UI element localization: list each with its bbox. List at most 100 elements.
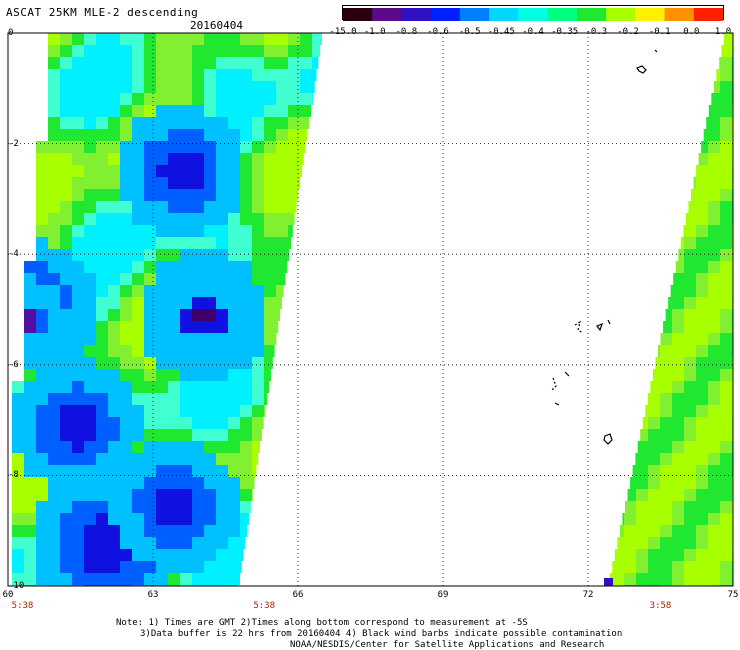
swath-cell: [48, 309, 60, 321]
swath-cell: [96, 345, 108, 357]
swath-cell: [252, 45, 264, 57]
swath-cell: [144, 285, 156, 297]
swath-cell: [252, 441, 261, 453]
swath-cell: [108, 345, 120, 357]
swath-cell: [192, 393, 204, 405]
swath-cell: [264, 237, 276, 249]
swath-cell: [168, 561, 180, 573]
swath-cell: [12, 393, 24, 405]
latitude-label: -8: [8, 470, 19, 481]
swath-cell: [96, 45, 108, 57]
swath-cell: [180, 525, 192, 537]
swath-cell: [96, 465, 108, 477]
swath-cell: [216, 369, 228, 381]
swath-cell: [108, 465, 120, 477]
swath-cell: [228, 321, 240, 333]
swath-cell: [120, 477, 132, 489]
swath-cell: [240, 393, 252, 405]
note-line-1: Note: 1) Times are GMT 2)Times along bot…: [116, 618, 528, 628]
swath-cell: [720, 285, 732, 297]
swath-cell: [132, 561, 144, 573]
swath-cell: [264, 201, 276, 213]
swath-cell: [84, 129, 96, 141]
swath-cell: [636, 513, 648, 525]
swath-cell: [216, 561, 228, 573]
swath-cell: [660, 561, 672, 573]
swath-cell: [84, 93, 96, 105]
swath-cell: [192, 357, 204, 369]
swath-cell: [60, 57, 72, 69]
swath-cell: [48, 153, 60, 165]
swath-cell: [24, 273, 36, 285]
swath-cell: [168, 489, 180, 501]
swath-cell: [72, 405, 84, 417]
swath-cell: [84, 525, 96, 537]
swath-cell: [672, 453, 684, 465]
swath-cell: [24, 393, 36, 405]
swath-cell: [264, 405, 266, 417]
colorbar-label: 1.0: [714, 27, 732, 37]
swath-cell: [180, 369, 192, 381]
swath-cell: [108, 213, 120, 225]
swath-cell: [36, 537, 48, 549]
colorbar-segment: [518, 8, 549, 21]
swath-cell: [60, 561, 72, 573]
swath-cell: [60, 345, 72, 357]
swath-cell: [72, 69, 84, 81]
swath-cell: [228, 201, 240, 213]
swath-cell: [300, 165, 302, 177]
swath-cell: [132, 573, 144, 585]
swath-cell: [48, 465, 60, 477]
swath-cell: [276, 81, 288, 93]
swath-cell: [144, 57, 156, 69]
swath-cell: [84, 393, 96, 405]
swath-cell: [132, 333, 144, 345]
swath-cell: [660, 333, 673, 345]
swath-cell: [84, 33, 96, 45]
swath-cell: [252, 177, 264, 189]
swath-cell: [684, 333, 696, 345]
swath-cell: [48, 201, 60, 213]
swath-cell: [24, 537, 36, 549]
swath-cell: [684, 249, 696, 261]
swath-cell: [204, 525, 216, 537]
swath-cell: [264, 141, 276, 153]
swath-cell: [36, 273, 48, 285]
swath-cell: [720, 537, 732, 549]
swath-cell: [684, 477, 696, 489]
swath-cell: [48, 57, 60, 69]
swath-cell: [696, 405, 708, 417]
swath-cell: [144, 513, 156, 525]
swath-cell: [684, 321, 696, 333]
swath-cell: [36, 369, 48, 381]
swath-cell: [24, 309, 36, 321]
swath-cell: [276, 165, 288, 177]
swath-cell: [672, 417, 684, 429]
swath-cell: [720, 93, 732, 105]
swath-cell: [708, 249, 720, 261]
swath-cell: [24, 441, 36, 453]
swath-cell: [168, 153, 180, 165]
swath-cell: [672, 369, 684, 381]
swath-cell: [636, 525, 648, 537]
swath-cell: [180, 81, 192, 93]
swath-cell: [660, 429, 672, 441]
swath-cell: [228, 141, 240, 153]
swath-cell: [192, 381, 204, 393]
swath-cell: [708, 261, 720, 273]
swath-cell: [180, 417, 192, 429]
swath-cell: [132, 189, 144, 201]
swath-cell: [264, 213, 276, 225]
swath-cell: [696, 333, 708, 345]
swath-cell: [12, 465, 24, 477]
swath-cell: [48, 477, 60, 489]
swath-cell: [216, 141, 228, 153]
swath-cell: [252, 33, 264, 45]
swath-cell: [168, 537, 180, 549]
swath-cell: [288, 225, 293, 237]
swath-cell: [720, 345, 732, 357]
swath-cell: [156, 441, 168, 453]
swath-cell: [156, 525, 168, 537]
swath-cell: [48, 441, 60, 453]
swath-cell: [276, 273, 286, 285]
